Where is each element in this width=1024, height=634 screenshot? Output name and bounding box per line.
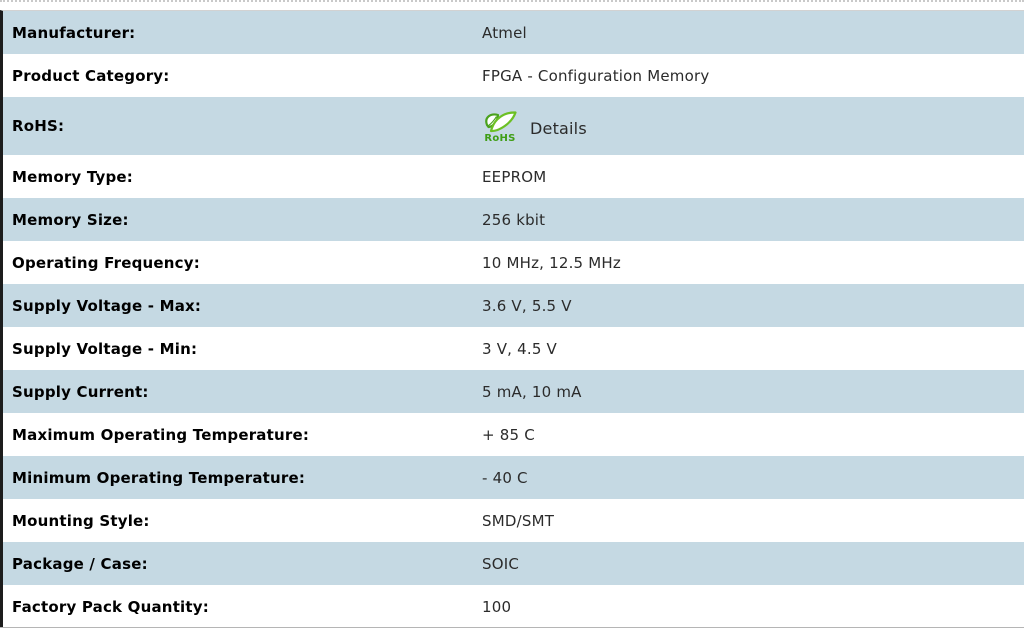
spec-label: Memory Size: xyxy=(12,210,129,229)
spec-label: Minimum Operating Temperature: xyxy=(12,468,306,487)
spec-value: Atmel xyxy=(482,23,527,42)
spec-value: SOIC xyxy=(482,554,520,573)
spec-label: Supply Current: xyxy=(12,382,149,401)
spec-value: 100 xyxy=(482,597,512,616)
spec-row: Package / Case: SOIC xyxy=(3,542,1024,585)
spec-label: RoHS: xyxy=(12,117,65,135)
spec-value: EEPROM xyxy=(482,167,547,186)
rohs-details-link[interactable]: Details xyxy=(530,119,587,138)
spec-value: FPGA - Configuration Memory xyxy=(482,66,710,85)
rohs-wordmark: RoHS xyxy=(484,133,516,144)
spec-value: 10 MHz, 12.5 MHz xyxy=(482,253,621,272)
spec-row: Supply Voltage - Min: 3 V, 4.5 V xyxy=(3,327,1024,370)
spec-label: Mounting Style: xyxy=(12,511,150,530)
table-bottom-divider xyxy=(0,627,1024,628)
spec-row: Operating Frequency: 10 MHz, 12.5 MHz xyxy=(3,241,1024,284)
spec-value: 3.6 V, 5.5 V xyxy=(482,296,572,315)
spec-value: + 85 C xyxy=(482,425,535,444)
top-dotted-divider xyxy=(0,0,1024,2)
spec-value: RoHS Details xyxy=(482,108,1024,144)
spec-row: Mounting Style: SMD/SMT xyxy=(3,499,1024,542)
spec-row: RoHS: RoHS Details xyxy=(3,97,1024,155)
spec-label: Supply Voltage - Min: xyxy=(12,339,198,358)
spec-label: Factory Pack Quantity: xyxy=(12,597,209,616)
spec-value: 3 V, 4.5 V xyxy=(482,339,557,358)
spec-label: Supply Voltage - Max: xyxy=(12,296,202,315)
spec-row: Supply Voltage - Max: 3.6 V, 5.5 V xyxy=(3,284,1024,327)
spec-label: Operating Frequency: xyxy=(12,253,200,272)
spec-label: Package / Case: xyxy=(12,554,148,573)
rohs-compliance-badge: RoHS xyxy=(482,110,518,144)
spec-row: Factory Pack Quantity: 100 xyxy=(3,585,1024,628)
spec-row: Memory Type: EEPROM xyxy=(3,155,1024,198)
spec-value: 256 kbit xyxy=(482,210,546,229)
spec-row: Maximum Operating Temperature: + 85 C xyxy=(3,413,1024,456)
spec-value: 5 mA, 10 mA xyxy=(482,382,582,401)
spec-label: Product Category: xyxy=(12,66,170,85)
spec-label: Maximum Operating Temperature: xyxy=(12,425,310,444)
rohs-leaf-icon xyxy=(485,111,517,133)
spec-label: Manufacturer: xyxy=(12,23,136,42)
product-spec-table: Manufacturer: Atmel Product Category: FP… xyxy=(0,10,1024,628)
spec-value: - 40 C xyxy=(482,468,528,487)
spec-row: Manufacturer: Atmel xyxy=(3,11,1024,54)
spec-row: Supply Current: 5 mA, 10 mA xyxy=(3,370,1024,413)
spec-value: SMD/SMT xyxy=(482,511,555,530)
spec-row: Product Category: FPGA - Configuration M… xyxy=(3,54,1024,97)
spec-row: Minimum Operating Temperature: - 40 C xyxy=(3,456,1024,499)
spec-row: Memory Size: 256 kbit xyxy=(3,198,1024,241)
spec-label: Memory Type: xyxy=(12,167,133,186)
